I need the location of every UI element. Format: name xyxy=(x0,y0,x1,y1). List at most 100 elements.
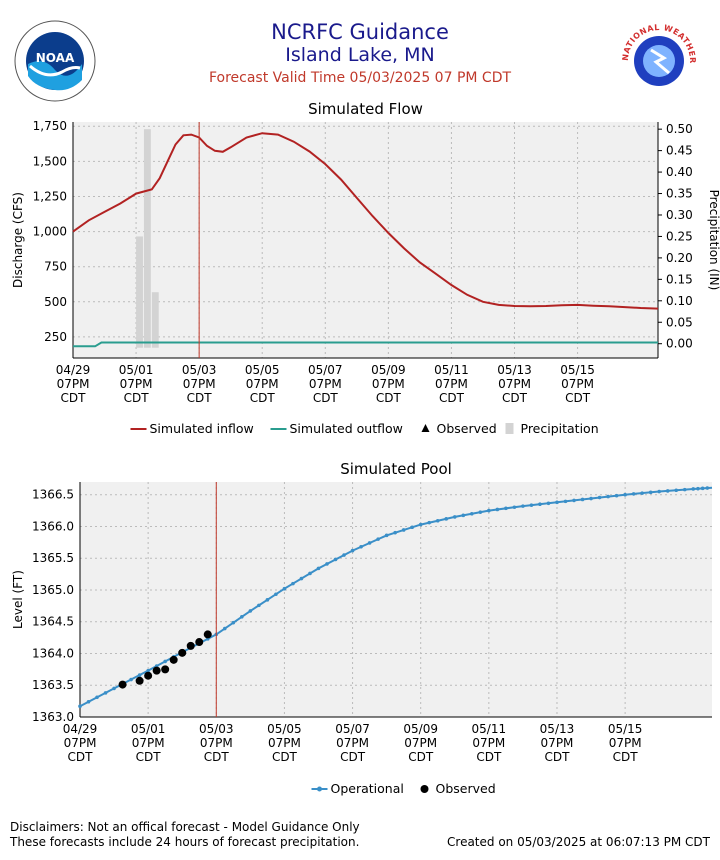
operational-marker xyxy=(572,498,576,503)
operational-marker xyxy=(631,492,636,496)
y-tick-label: 1363.0 xyxy=(32,710,74,724)
operational-marker xyxy=(248,609,253,613)
x-tick-label: CDT xyxy=(376,391,402,405)
operational-marker xyxy=(546,501,551,506)
x-tick-label: CDT xyxy=(565,391,591,405)
operational-marker xyxy=(478,510,483,514)
chart-title: Simulated Flow xyxy=(308,100,423,118)
observed-point xyxy=(135,676,144,685)
y-tick-label: 1,750 xyxy=(33,119,67,133)
x-tick-label: 05/05 xyxy=(245,363,280,377)
plot-area xyxy=(80,482,712,717)
nws-logo-icon: NATIONAL WEATHER SERVICE xyxy=(618,20,699,101)
operational-marker xyxy=(393,530,397,535)
x-tick-label: 05/09 xyxy=(403,722,438,736)
y2-axis-label: Precipitation (IN) xyxy=(707,190,720,291)
x-tick-label: 07PM xyxy=(372,377,405,391)
legend-label: Precipitation xyxy=(521,421,599,436)
operational-marker xyxy=(682,487,687,492)
x-tick-label: 07PM xyxy=(246,377,279,391)
legend-label: Observed xyxy=(437,421,497,436)
x-tick-label: CDT xyxy=(502,391,528,405)
y2-tick-label: 0.45 xyxy=(666,144,693,158)
x-tick-label: CDT xyxy=(476,750,502,764)
x-tick-label: 07PM xyxy=(64,736,97,750)
operational-marker xyxy=(700,486,705,491)
operational-marker xyxy=(222,626,227,631)
observed-point xyxy=(186,641,195,650)
operational-marker xyxy=(665,489,670,493)
location-subtitle: Island Lake, MN xyxy=(285,44,435,66)
operational-marker xyxy=(504,506,508,511)
y-tick-label: 250 xyxy=(44,330,67,344)
operational-marker xyxy=(163,659,167,664)
x-tick-label: 05/07 xyxy=(335,722,370,736)
x-tick-label: 04/29 xyxy=(56,363,91,377)
operational-marker xyxy=(112,686,116,691)
operational-marker xyxy=(376,537,380,541)
x-tick-label: 07PM xyxy=(609,736,642,750)
x-tick-label: 07PM xyxy=(57,377,90,391)
x-tick-label: CDT xyxy=(272,750,298,764)
operational-marker xyxy=(444,517,449,521)
x-tick-label: 05/13 xyxy=(540,722,575,736)
operational-marker xyxy=(384,533,389,538)
legend-label: Simulated inflow xyxy=(150,421,254,436)
x-tick-label: 07PM xyxy=(498,377,531,391)
operational-marker xyxy=(696,486,700,491)
x-tick-label: 07PM xyxy=(200,736,233,750)
x-tick-label: 07PM xyxy=(268,736,301,750)
y2-tick-label: 0.00 xyxy=(666,337,693,351)
y-tick-label: 750 xyxy=(44,260,67,274)
operational-marker xyxy=(427,520,432,525)
x-tick-label: CDT xyxy=(124,391,150,405)
y-tick-label: 1366.0 xyxy=(32,519,74,533)
x-tick-label: 05/03 xyxy=(182,363,217,377)
observed-point xyxy=(144,671,153,680)
legend-swatch xyxy=(505,423,514,434)
x-tick-label: 07PM xyxy=(561,377,594,391)
x-tick-label: 05/07 xyxy=(308,363,343,377)
observed-point xyxy=(178,648,187,657)
x-tick-label: CDT xyxy=(187,391,213,405)
operational-marker xyxy=(103,691,108,695)
x-tick-label: 07PM xyxy=(404,736,437,750)
operational-marker xyxy=(606,494,610,499)
disclaimer-line-1: Disclaimers: Not an offical forecast - M… xyxy=(10,820,360,834)
operational-marker xyxy=(146,668,150,673)
observed-point xyxy=(195,638,204,647)
x-tick-label: 07PM xyxy=(120,377,153,391)
operational-marker xyxy=(308,571,312,576)
x-tick-label: 07PM xyxy=(309,377,342,391)
y-axis-label: Level (FT) xyxy=(11,570,25,629)
operational-marker xyxy=(78,704,82,709)
operational-marker xyxy=(410,525,414,530)
chart-title: Simulated Pool xyxy=(340,460,452,478)
operational-marker xyxy=(333,557,338,562)
x-tick-label: CDT xyxy=(439,391,465,405)
operational-marker xyxy=(529,503,534,507)
operational-marker xyxy=(299,576,304,581)
x-tick-label: CDT xyxy=(408,750,434,764)
y-tick-label: 1,000 xyxy=(33,225,67,239)
observed-point xyxy=(203,630,212,639)
y2-tick-label: 0.25 xyxy=(666,229,693,243)
operational-marker xyxy=(580,497,585,502)
x-tick-label: CDT xyxy=(68,750,94,764)
simulated-inflow-line xyxy=(72,132,659,310)
y2-tick-label: 0.05 xyxy=(666,315,693,329)
y2-tick-label: 0.50 xyxy=(666,122,693,136)
x-tick-label: CDT xyxy=(545,750,571,764)
y2-tick-label: 0.40 xyxy=(666,165,693,179)
x-tick-label: CDT xyxy=(204,750,230,764)
operational-marker xyxy=(282,586,287,591)
y2-tick-label: 0.20 xyxy=(666,251,693,265)
legend-swatch xyxy=(421,424,430,432)
y-tick-label: 1,500 xyxy=(33,154,67,168)
y-tick-label: 1365.0 xyxy=(32,583,74,597)
observed-point xyxy=(161,665,170,674)
operational-marker xyxy=(614,493,619,498)
precip-bar xyxy=(136,236,143,348)
x-tick-label: 05/01 xyxy=(119,363,154,377)
y-tick-label: 1363.5 xyxy=(32,678,74,692)
